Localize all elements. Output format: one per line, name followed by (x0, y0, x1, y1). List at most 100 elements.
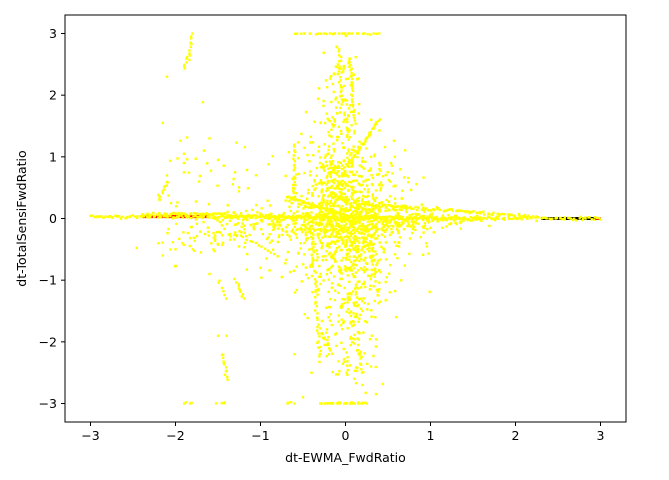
y-tick-label: −2 (39, 334, 57, 349)
data-point (362, 180, 365, 183)
data-point (391, 172, 394, 175)
data-point (363, 270, 366, 274)
data-point (393, 197, 397, 200)
data-point (373, 213, 376, 217)
data-point (362, 142, 366, 146)
data-point (397, 229, 400, 233)
data-point (317, 182, 320, 185)
data-point (359, 253, 363, 256)
data-point (289, 209, 292, 213)
data-point (319, 211, 322, 214)
data-point (400, 279, 403, 282)
data-point (374, 189, 378, 192)
data-point (317, 236, 320, 240)
data-point (308, 227, 312, 230)
data-point (398, 208, 401, 211)
data-point (342, 196, 345, 199)
data-point (388, 221, 391, 224)
data-point (408, 237, 412, 240)
data-point (318, 214, 321, 218)
data-point (353, 402, 357, 405)
data-point (238, 288, 242, 292)
data-point (229, 235, 232, 238)
data-point (146, 216, 149, 219)
data-point (342, 183, 345, 186)
data-point (371, 193, 374, 196)
data-point (559, 217, 562, 220)
data-point (337, 135, 340, 139)
data-point (198, 174, 202, 178)
data-point (450, 208, 453, 211)
data-point (254, 241, 258, 245)
data-point (342, 357, 346, 361)
data-point (367, 178, 370, 181)
data-point (272, 225, 275, 228)
data-point (338, 183, 341, 186)
data-point (328, 402, 332, 405)
data-point (163, 185, 166, 188)
data-point (317, 195, 320, 198)
data-point (346, 130, 350, 134)
data-point (277, 215, 280, 218)
data-point (323, 234, 326, 238)
data-point (326, 219, 330, 222)
data-point (427, 218, 430, 221)
data-point (325, 328, 329, 331)
data-point (223, 212, 226, 215)
data-point (182, 152, 186, 155)
data-point (351, 158, 354, 162)
data-point (335, 344, 338, 348)
data-point (318, 239, 322, 242)
data-point (222, 361, 226, 365)
data-point (267, 236, 270, 239)
data-point (308, 214, 311, 217)
data-point (340, 318, 343, 321)
data-point (346, 267, 350, 270)
data-point (292, 189, 295, 193)
data-point (360, 199, 364, 203)
data-point (366, 220, 370, 223)
data-point (378, 202, 381, 205)
data-point (369, 277, 372, 281)
data-point (322, 225, 326, 229)
data-point (337, 32, 340, 35)
data-point (319, 166, 322, 169)
data-point (372, 235, 375, 238)
data-point (334, 242, 337, 245)
data-point (260, 213, 263, 216)
data-point (297, 156, 300, 160)
data-point (174, 212, 177, 215)
data-point (290, 230, 294, 233)
data-point (190, 401, 193, 405)
data-point (378, 207, 381, 210)
data-point (374, 122, 377, 126)
data-point (315, 249, 318, 252)
data-point (310, 235, 313, 239)
data-point (316, 234, 319, 237)
data-point (372, 233, 375, 236)
data-point (358, 237, 361, 240)
data-point (384, 173, 387, 177)
data-point (116, 215, 119, 218)
data-point (337, 185, 340, 189)
data-point (300, 228, 304, 231)
data-point (268, 204, 272, 207)
data-point (321, 244, 324, 247)
data-point (216, 219, 219, 222)
data-point (117, 215, 121, 218)
data-point (378, 210, 381, 213)
data-point (185, 57, 188, 60)
data-point (350, 195, 353, 198)
data-point (247, 215, 251, 218)
data-point (294, 216, 298, 220)
data-point (330, 162, 334, 165)
data-point (326, 216, 329, 219)
data-point (358, 354, 361, 357)
data-point (361, 383, 364, 387)
data-point (120, 215, 123, 219)
data-point (441, 226, 444, 229)
data-point (374, 338, 378, 341)
data-point (371, 214, 374, 218)
data-point (266, 199, 269, 202)
data-point (336, 239, 340, 243)
